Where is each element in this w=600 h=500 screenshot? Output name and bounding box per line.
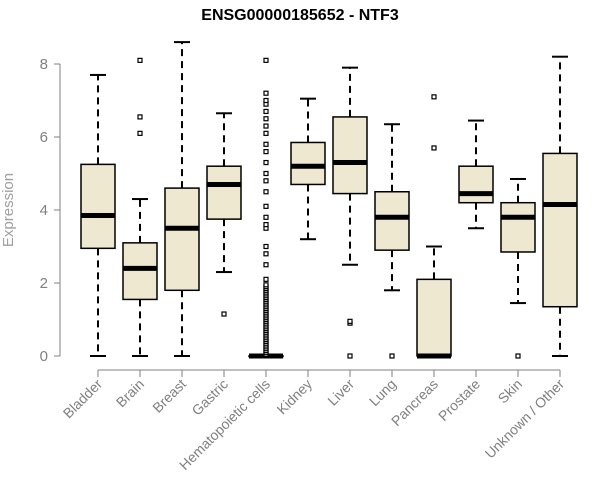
box-hematopoietic-cells-outlier bbox=[263, 123, 269, 129]
box-lung-iqr bbox=[374, 191, 410, 251]
box-gastric-outlier bbox=[221, 311, 227, 317]
x-tick-label: Bladder bbox=[60, 376, 106, 422]
box-pancreas-outlier bbox=[431, 145, 437, 151]
box-liver-outlier bbox=[347, 318, 353, 324]
box-hematopoietic-cells-outlier bbox=[263, 276, 269, 282]
box-hematopoietic-cells-outlier bbox=[263, 57, 269, 63]
y-tick-label: 2 bbox=[40, 275, 48, 292]
box-brain-outlier bbox=[137, 130, 143, 136]
box-hematopoietic-cells-outlier bbox=[263, 90, 269, 96]
box-unknown-other-iqr bbox=[542, 152, 578, 308]
box-hematopoietic-cells-outlier bbox=[263, 108, 269, 115]
chart-title: ENSG00000185652 - NTF3 bbox=[201, 7, 399, 24]
x-tick-label: Liver bbox=[324, 376, 357, 409]
box-hematopoietic-cells-outlier bbox=[263, 243, 269, 250]
box-hematopoietic-cells-outlier bbox=[263, 170, 269, 177]
box-hematopoietic-cells-outlier bbox=[263, 159, 269, 166]
box-breast-iqr bbox=[164, 187, 200, 292]
box-skin-outlier bbox=[515, 353, 521, 359]
y-tick-label: 4 bbox=[40, 202, 48, 219]
box-brain-outlier bbox=[137, 114, 143, 120]
box-prostate-iqr bbox=[458, 165, 494, 204]
box-liver-outlier bbox=[347, 353, 353, 359]
x-tick-label: Kidney bbox=[274, 376, 316, 418]
x-tick-label: Brain bbox=[113, 376, 147, 410]
box-brain-iqr bbox=[122, 242, 158, 301]
box-hematopoietic-cells-outlier bbox=[263, 178, 269, 184]
box-hematopoietic-cells-outlier bbox=[263, 116, 269, 122]
x-tick-label: Skin bbox=[495, 376, 526, 407]
box-hematopoietic-cells-outlier bbox=[263, 222, 269, 228]
box-lung-outlier bbox=[389, 353, 395, 359]
box-hematopoietic-cells-outlier bbox=[263, 282, 269, 288]
box-gastric-iqr bbox=[206, 165, 242, 220]
y-tick-label: 8 bbox=[40, 56, 48, 73]
box-kidney-iqr bbox=[290, 141, 326, 186]
box-hematopoietic-cells-outlier bbox=[263, 214, 269, 220]
box-liver-iqr bbox=[332, 116, 368, 195]
box-hematopoietic-cells-outlier bbox=[263, 130, 269, 136]
box-hematopoietic-cells-outlier bbox=[263, 203, 269, 209]
y-axis-label: Expression bbox=[0, 173, 17, 247]
y-tick-label: 0 bbox=[40, 348, 48, 365]
box-pancreas-outlier bbox=[431, 94, 437, 100]
box-skin-iqr bbox=[500, 201, 536, 253]
x-tick-label: Unknown / Other bbox=[482, 376, 568, 462]
x-tick-label: Pancreas bbox=[388, 376, 441, 429]
x-tick-label: Lung bbox=[366, 376, 399, 409]
box-hematopoietic-cells-outlier bbox=[263, 141, 269, 147]
box-hematopoietic-cells-outlier bbox=[263, 251, 269, 257]
box-hematopoietic-cells-outlier bbox=[263, 262, 269, 268]
box-hematopoietic-cells-outlier bbox=[263, 97, 269, 104]
y-tick-label: 6 bbox=[40, 129, 48, 146]
box-bladder-iqr bbox=[80, 163, 116, 250]
box-hematopoietic-cells-outlier bbox=[263, 189, 269, 195]
box-pancreas-iqr bbox=[416, 278, 452, 357]
x-tick-label: Prostate bbox=[435, 376, 483, 424]
box-brain-outlier bbox=[137, 57, 143, 63]
x-tick-label: Breast bbox=[149, 376, 189, 416]
box-hematopoietic-cells-outlier bbox=[263, 149, 269, 155]
